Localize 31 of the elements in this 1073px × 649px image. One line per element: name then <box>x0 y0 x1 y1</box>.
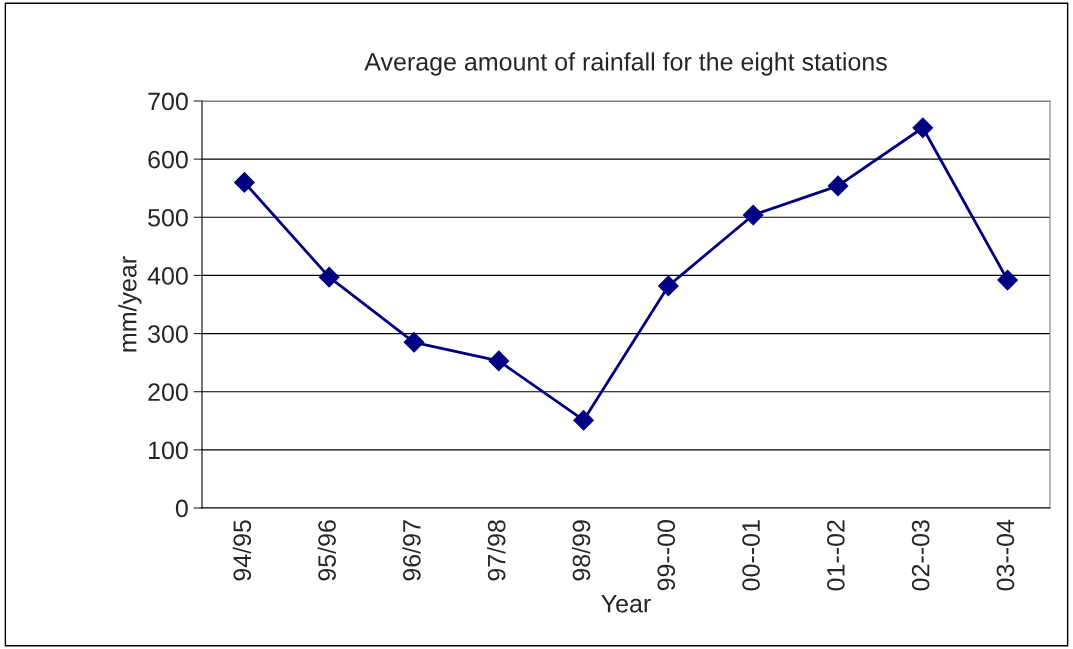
point <box>912 117 934 139</box>
chart-title: Average amount of rainfall for the eight stations <box>364 52 887 76</box>
point <box>403 331 425 353</box>
y-tick-label: 500 <box>148 208 188 227</box>
point <box>488 350 510 372</box>
x-tick-label: 01--02 <box>827 520 845 591</box>
x-tick-label: 98/99 <box>571 520 591 581</box>
point <box>318 266 340 288</box>
x-tick-label: 03--04 <box>996 519 1015 591</box>
y-axis-title: mm/year <box>118 256 142 352</box>
y-tick-label: 300 <box>148 325 188 343</box>
x-tick-label: 02--03 <box>911 520 930 591</box>
y-tick-label: 400 <box>147 267 188 285</box>
y-tick-label: 100 <box>149 441 188 460</box>
point <box>997 269 1018 291</box>
x-tick-label: 97/98 <box>487 520 506 581</box>
x-tick-label: 99--00 <box>657 520 676 591</box>
point <box>234 172 255 193</box>
point <box>742 204 764 226</box>
point <box>827 175 849 197</box>
x-tick-label: 00--01 <box>742 520 760 591</box>
y-tick-label: 600 <box>148 150 188 169</box>
y-tick-label: 200 <box>148 383 188 402</box>
y-tick-label: 700 <box>148 92 188 111</box>
y-tick-label: 0 <box>175 499 188 518</box>
x-tick-label: 96/97 <box>402 520 421 581</box>
x-axis-title: Year <box>601 595 651 613</box>
x-tick-label: 95/96 <box>317 520 336 581</box>
point <box>658 275 679 297</box>
x-tick-label: 94/95 <box>232 520 252 581</box>
point <box>573 409 594 431</box>
